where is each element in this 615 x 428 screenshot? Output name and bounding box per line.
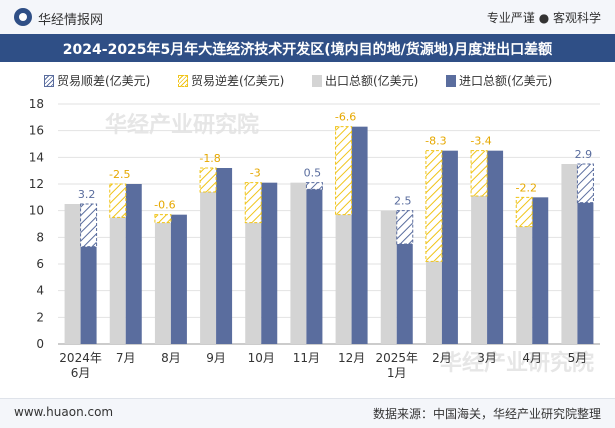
watermark-text: 华经产业研究院	[440, 350, 594, 376]
import-bar	[80, 246, 97, 344]
deficit-bar	[335, 126, 353, 216]
legend-label-import: 进口总额(亿美元)	[459, 74, 553, 88]
x-tick-label: 8月	[161, 351, 181, 365]
x-tick-label: 9月	[206, 351, 226, 365]
y-tick-label: 2	[36, 310, 44, 324]
data-label: 2.9	[575, 148, 593, 161]
export-bar	[245, 222, 262, 344]
y-tick-label: 6	[36, 257, 44, 271]
y-tick-label: 14	[29, 150, 44, 164]
data-label: -0.6	[154, 199, 175, 212]
export-bar	[471, 196, 488, 344]
top-banner: 华经情报网 专业严谨 ● 客观科学	[0, 0, 615, 35]
x-tick-label: 2025年	[375, 351, 418, 365]
x-tick-label: 6月	[71, 366, 91, 380]
legend-swatch-deficit	[178, 75, 188, 87]
y-tick-label: 0	[36, 337, 44, 351]
import-bar	[125, 184, 142, 344]
import-bar	[396, 244, 413, 344]
legend-swatch-surplus	[44, 75, 54, 87]
legend-item-import: 进口总额(亿美元)	[446, 72, 552, 89]
export-bar	[154, 222, 171, 344]
deficit-bar	[154, 214, 172, 224]
legend-label-surplus: 贸易顺差(亿美元)	[57, 74, 151, 88]
x-tick-label: 2024年	[59, 351, 102, 365]
huajing-logo-icon	[14, 8, 32, 26]
legend-item-deficit: 贸易逆差(亿美元)	[178, 72, 284, 89]
data-label: 3.2	[78, 188, 96, 201]
export-bar	[64, 204, 81, 344]
import-bar	[306, 189, 323, 344]
data-label: -2.5	[109, 168, 130, 181]
import-bar	[216, 168, 233, 344]
import-bar	[351, 126, 368, 344]
data-label: 0.5	[304, 167, 322, 180]
x-tick-label: 2月	[432, 351, 452, 365]
import-bar	[577, 202, 594, 344]
footer-bar: www.huaon.com 数据来源：中国海关，华经产业研究院整理	[0, 398, 615, 428]
surplus-bar	[305, 182, 323, 190]
export-bar	[335, 214, 352, 344]
data-label: -8.3	[425, 135, 446, 148]
watermark-text: 华经产业研究院	[105, 112, 259, 138]
import-bar	[487, 150, 504, 344]
legend-item-surplus: 贸易顺差(亿美元)	[44, 72, 150, 89]
brand-tagline: 专业严谨 ● 客观科学	[486, 11, 601, 25]
y-tick-label: 12	[29, 177, 44, 191]
import-bar	[261, 182, 278, 344]
surplus-bar	[396, 210, 414, 245]
data-label: -3	[250, 167, 261, 180]
x-tick-label: 11月	[293, 351, 320, 365]
data-label: -2.2	[516, 181, 537, 194]
surplus-bar	[80, 203, 98, 248]
import-bar	[170, 214, 187, 344]
x-tick-label: 10月	[248, 351, 275, 365]
data-label: -3.4	[470, 135, 491, 148]
import-bar	[532, 197, 549, 344]
export-bar	[290, 182, 307, 344]
export-bar	[200, 192, 217, 344]
data-source: 数据来源：中国海关，华经产业研究院整理	[372, 407, 601, 421]
chart-title: 2024-2025年5月年大连经济技术开发区(境内目的地/货源地)月度进出口差额	[62, 42, 553, 58]
deficit-bar	[109, 183, 127, 218]
legend-item-export: 出口总额(亿美元)	[312, 72, 418, 89]
deficit-bar	[425, 150, 443, 262]
y-tick-label: 4	[36, 284, 44, 298]
legend-swatch-export	[312, 75, 322, 87]
import-bar	[441, 150, 458, 344]
x-tick-label: 7月	[116, 351, 136, 365]
website-link[interactable]: www.huaon.com	[14, 405, 114, 419]
surplus-bar	[576, 163, 594, 204]
data-label: -1.8	[199, 152, 220, 165]
data-label: -6.6	[335, 111, 356, 124]
y-tick-label: 8	[36, 230, 44, 244]
export-bar	[561, 164, 578, 344]
export-bar	[109, 217, 126, 344]
x-tick-label: 3月	[477, 351, 497, 365]
x-tick-label: 5月	[568, 351, 588, 365]
deficit-bar	[470, 150, 488, 197]
chart-area: 华经产业研究院华经产业研究院0246810121416183.22024年6月-…	[29, 97, 600, 380]
export-bar	[516, 226, 533, 344]
legend-swatch-import	[446, 75, 456, 87]
brand-name: 华经情报网	[38, 13, 104, 28]
deficit-bar	[199, 167, 217, 193]
legend-label-deficit: 贸易逆差(亿美元)	[191, 74, 285, 88]
deficit-bar	[515, 196, 533, 228]
chart-legend: 贸易顺差(亿美元) 贸易逆差(亿美元) 出口总额(亿美元) 进口总额(亿美元)	[0, 70, 615, 88]
export-bar	[425, 261, 442, 344]
data-label: 2.5	[394, 195, 412, 208]
x-tick-label: 1月	[387, 366, 407, 380]
y-tick-label: 18	[29, 97, 44, 111]
deficit-bar	[244, 182, 262, 224]
y-tick-label: 10	[29, 204, 44, 218]
export-bar	[380, 210, 397, 344]
title-banner: 2024-2025年5月年大连经济技术开发区(境内目的地/货源地)月度进出口差额	[0, 34, 615, 62]
y-tick-label: 16	[29, 124, 44, 138]
x-tick-label: 4月	[522, 351, 542, 365]
x-tick-label: 12月	[338, 351, 365, 365]
legend-label-export: 出口总额(亿美元)	[325, 74, 419, 88]
